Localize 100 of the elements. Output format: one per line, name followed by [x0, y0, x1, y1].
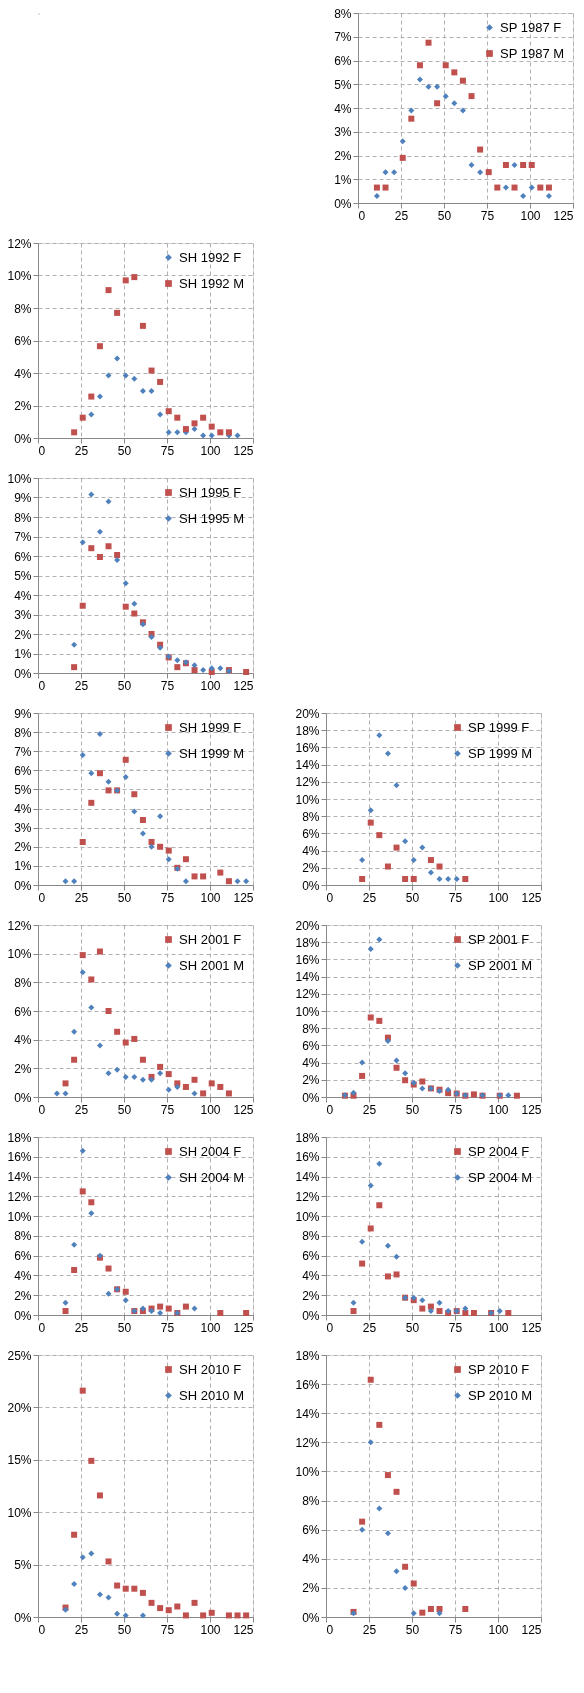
x-tick-label: 0 — [326, 890, 334, 905]
x-tick-label: 25 — [362, 1102, 377, 1117]
point — [217, 1310, 224, 1317]
x-tick-label: 75 — [160, 1102, 175, 1117]
point — [96, 948, 103, 955]
point — [367, 819, 374, 826]
point — [62, 1080, 69, 1087]
point — [427, 857, 434, 864]
legend-label: SP 2001 M — [468, 957, 533, 973]
y-tick-label: 7% — [334, 30, 352, 45]
point — [208, 432, 215, 439]
point — [425, 83, 432, 90]
point — [436, 1610, 443, 1617]
point — [494, 184, 501, 191]
y-tick-label: 14% — [295, 1170, 320, 1185]
point — [191, 1599, 198, 1606]
legend-label: SH 1995 F — [179, 484, 242, 500]
point — [217, 665, 224, 672]
point — [350, 1308, 357, 1315]
point — [157, 1063, 164, 1070]
y-tick-label: 16% — [295, 740, 320, 755]
point — [131, 791, 138, 798]
point — [376, 832, 383, 839]
point — [105, 1558, 112, 1565]
point — [148, 839, 155, 845]
y-tick-label: 0% — [14, 431, 32, 446]
y-tick-label: 6% — [14, 549, 32, 564]
y-tick-label: 14% — [295, 970, 320, 985]
legend-label: SH 1995 M — [179, 510, 245, 526]
y-tick-label: 0% — [302, 1308, 320, 1323]
point — [419, 1297, 426, 1304]
point — [502, 162, 509, 168]
x-tick-label: 50 — [405, 890, 420, 905]
point — [139, 830, 146, 837]
point — [114, 552, 121, 559]
point — [88, 1004, 95, 1011]
y-tick-label: 2% — [302, 861, 320, 876]
point — [376, 1160, 383, 1167]
point — [174, 414, 181, 421]
y-tick-label: 0% — [302, 1090, 320, 1105]
y-tick-label: 1% — [14, 859, 32, 874]
point — [393, 1488, 400, 1495]
y-tick-label: 5% — [334, 77, 352, 92]
point — [225, 878, 232, 885]
y-tick-label: 6% — [14, 1004, 32, 1019]
point — [88, 491, 95, 498]
point — [191, 667, 198, 674]
point — [451, 69, 458, 76]
point — [359, 857, 366, 864]
point — [384, 1242, 391, 1249]
y-tick-label: 12% — [295, 1189, 320, 1204]
y-tick-label: 9% — [14, 706, 32, 721]
y-tick-label: 2% — [14, 1288, 32, 1303]
point — [393, 1271, 400, 1278]
point — [122, 1039, 129, 1046]
x-tick-label: 50 — [405, 1622, 420, 1637]
point — [402, 1077, 409, 1084]
y-tick-label: 10% — [7, 1505, 32, 1520]
point — [217, 869, 224, 876]
x-tick-label: 125 — [521, 1622, 542, 1637]
x-tick-label: 100 — [488, 1102, 509, 1117]
x-tick-label: 125 — [233, 1102, 254, 1117]
y-tick-label: 18% — [295, 1130, 320, 1145]
y-tick-label: 18% — [295, 935, 320, 950]
point — [470, 1310, 477, 1317]
y-tick-label: 2% — [302, 1073, 320, 1088]
point — [359, 1518, 366, 1525]
point — [367, 946, 374, 953]
y-tick-label: 0% — [14, 1308, 32, 1323]
point — [462, 875, 469, 882]
x-tick-label: 25 — [74, 1622, 89, 1637]
point — [402, 1070, 409, 1077]
point — [62, 1090, 69, 1097]
point — [427, 869, 434, 876]
point — [434, 83, 441, 90]
y-tick-label: 6% — [302, 1249, 320, 1264]
x-tick-label: 125 — [521, 1102, 542, 1117]
y-tick-label: 10% — [7, 947, 32, 962]
y-tick-label: 12% — [295, 987, 320, 1002]
x-tick-label: 100 — [200, 443, 221, 458]
point — [537, 184, 544, 191]
point — [122, 1288, 129, 1295]
point — [157, 1070, 164, 1077]
x-tick-label: 75 — [448, 890, 463, 905]
y-tick-label: 6% — [14, 763, 32, 778]
point — [148, 387, 155, 394]
x-tick-label: 50 — [117, 678, 132, 693]
point — [410, 1580, 417, 1587]
legend-label: SP 2001 F — [468, 931, 530, 947]
point — [79, 969, 86, 976]
x-tick-label: 125 — [521, 1320, 542, 1335]
point — [71, 429, 78, 436]
point — [511, 184, 518, 191]
y-tick-label: 5% — [14, 569, 32, 583]
point — [191, 1076, 198, 1083]
point — [96, 553, 103, 560]
point — [442, 62, 449, 69]
y-tick-label: 10% — [295, 792, 320, 807]
point — [359, 1072, 366, 1079]
point — [79, 839, 86, 845]
